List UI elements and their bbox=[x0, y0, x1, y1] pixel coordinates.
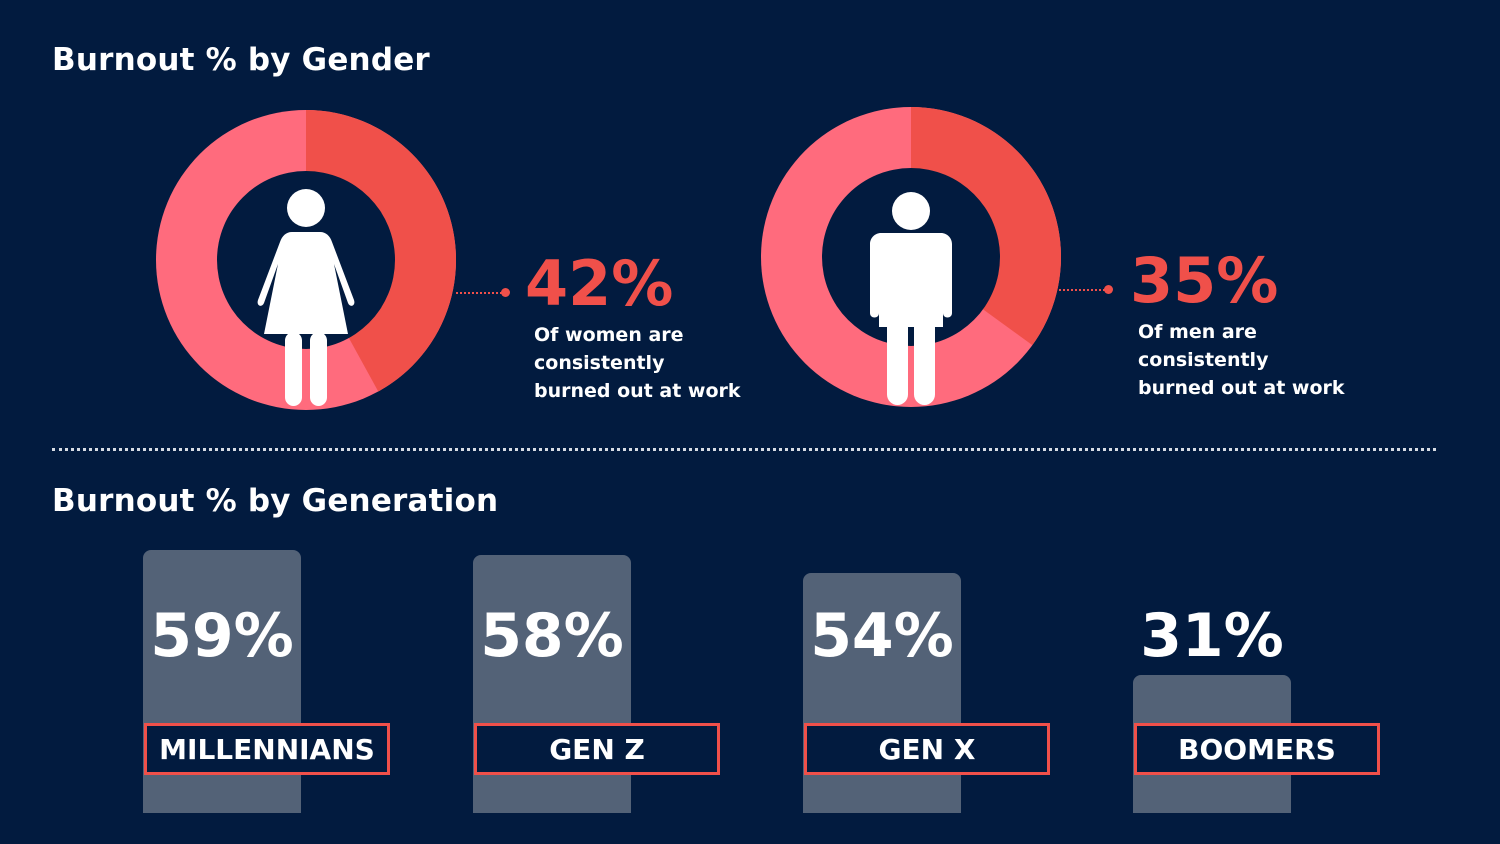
generation-section-title: Burnout % by Generation bbox=[52, 483, 499, 519]
category-label-gen-x: GEN X bbox=[804, 723, 1050, 775]
leader-dot-men bbox=[1104, 285, 1113, 294]
stat-caption-men: Of men are consistently burned out at wo… bbox=[1138, 321, 1345, 399]
leader-line-men bbox=[1059, 289, 1105, 291]
bar-value-label-boomers: 31% bbox=[1140, 601, 1284, 671]
gender-section-title: Burnout % by Gender bbox=[52, 42, 430, 78]
stat-value-men: 35% bbox=[1130, 244, 1279, 317]
woman-icon bbox=[257, 189, 355, 406]
section-divider bbox=[52, 448, 1436, 451]
bar-value-label-gen-x: 54% bbox=[810, 601, 954, 671]
donut-chart-men bbox=[761, 107, 1061, 407]
stat-value-women: 42% bbox=[525, 247, 674, 320]
category-label-boomers: BOOMERS bbox=[1134, 723, 1380, 775]
leader-line-women bbox=[456, 292, 502, 294]
donut-chart-women bbox=[156, 110, 457, 410]
category-label-gen-z: GEN Z bbox=[474, 723, 720, 775]
category-label-millennians: MILLENNIANS bbox=[144, 723, 390, 775]
stat-caption-women: Of women are consistently burned out at … bbox=[534, 324, 741, 402]
leader-dot-women bbox=[501, 288, 510, 297]
bar-value-label-gen-z: 58% bbox=[480, 601, 624, 671]
bar-value-label-millennians: 59% bbox=[150, 601, 294, 671]
man-icon bbox=[870, 192, 952, 405]
